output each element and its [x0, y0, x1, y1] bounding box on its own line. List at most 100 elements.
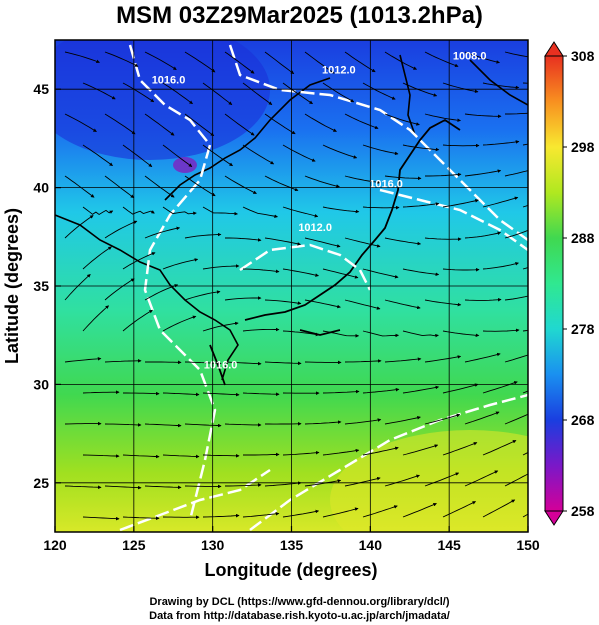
wind-streamline	[264, 361, 302, 366]
wind-streamline	[322, 82, 355, 103]
wind-streamline	[282, 268, 319, 277]
cold-region	[55, 40, 270, 160]
x-tick-label: 135	[280, 537, 304, 553]
wind-streamline	[224, 296, 262, 301]
wind-streamline	[362, 330, 399, 338]
wind-streamline	[384, 474, 420, 487]
wind-streamline	[322, 206, 360, 214]
page-title: MSM 03Z29Mar2025 (1013.2hPa)	[116, 2, 483, 29]
wind-streamline	[202, 82, 233, 105]
wind-streamline	[482, 499, 516, 518]
wind-streamline	[362, 505, 398, 518]
wind-streamline	[362, 144, 399, 156]
coastline-sakhalin	[399, 54, 528, 136]
colorbar-tick-label: 298	[571, 139, 595, 155]
wind-streamline	[104, 485, 142, 490]
wind-streamline	[322, 330, 360, 338]
wind-streamline	[344, 299, 381, 310]
wind-streamline	[482, 82, 520, 90]
colorbar-tick-label: 258	[571, 503, 595, 519]
colorbar-tick-label: 278	[571, 321, 595, 337]
y-tick-label: 35	[33, 278, 49, 294]
wind-streamline	[384, 51, 418, 70]
wind-streamline	[104, 278, 135, 301]
wind-streamline	[184, 423, 222, 428]
wind-streamline	[344, 237, 381, 248]
wind-streamline	[144, 485, 182, 490]
wind-streamline	[104, 113, 136, 135]
wind-streamline	[184, 232, 222, 239]
wind-streamline	[242, 144, 275, 165]
wind-streamline	[104, 423, 142, 427]
wind-streamline	[242, 206, 278, 218]
x-axis-label: Longitude (degrees)	[204, 560, 377, 580]
wind-streamline	[264, 481, 302, 487]
wind-streamline	[264, 175, 299, 192]
wind-streamline	[464, 231, 502, 239]
wind-streamline	[202, 321, 239, 332]
wind-streamline	[402, 385, 440, 394]
wind-streamline	[282, 509, 320, 518]
wind-streamline	[64, 273, 91, 301]
wind-streamline	[144, 51, 177, 71]
wind-streamline	[162, 392, 200, 397]
wind-streamline	[123, 391, 160, 396]
wind-streamline	[424, 113, 461, 123]
wind-streamline	[162, 206, 197, 216]
wind-streamline	[424, 472, 460, 487]
isobar-line	[239, 243, 372, 291]
wind-streamline	[264, 299, 302, 305]
x-tick-label: 150	[516, 537, 540, 553]
wind-streamline	[282, 82, 314, 105]
wind-streamline	[282, 450, 320, 456]
wind-streamline	[425, 172, 462, 177]
wind-streamline	[104, 220, 138, 239]
colorbar-tick-label: 268	[571, 412, 595, 428]
x-tick-label: 130	[201, 537, 225, 553]
y-tick-label: 45	[33, 81, 49, 97]
wind-streamline	[122, 82, 155, 103]
wind-streamline	[464, 169, 502, 177]
wind-streamline	[224, 51, 255, 74]
isobar-label: 1012.0	[322, 64, 356, 76]
wind-streamline	[104, 359, 142, 363]
wind-streamline	[82, 144, 113, 167]
colorbar: 258 268 278 288 298 308	[544, 41, 595, 526]
wind-streamline	[64, 51, 100, 64]
wind-streamline	[402, 144, 440, 152]
isobar-label: 1012.0	[298, 222, 332, 234]
wind-streamline	[504, 170, 528, 177]
wind-streamline	[184, 113, 215, 137]
wind-streamline	[184, 175, 216, 197]
wind-streamline	[482, 381, 518, 394]
x-tick-label: 145	[437, 537, 461, 553]
wind-streamline	[402, 330, 439, 338]
isobar-line	[249, 393, 528, 531]
wind-streamline	[82, 82, 116, 100]
wind-streamline	[322, 268, 359, 279]
wind-streamline	[304, 420, 342, 425]
wind-streamline	[162, 82, 193, 105]
wind-streamline	[344, 418, 382, 425]
wind-streamline	[304, 51, 335, 74]
wind-streamline	[362, 446, 399, 456]
wind-streamline	[184, 51, 216, 73]
footer-credit-data: Data from http://database.rish.kyoto-u.a…	[149, 610, 450, 622]
colorbar-tick-label: 308	[571, 48, 595, 64]
wind-streamline	[384, 113, 420, 126]
y-axis-label: Latitude (degrees)	[2, 208, 22, 364]
wind-streamline	[264, 237, 301, 246]
wind-streamline	[264, 113, 296, 135]
wind-streamline	[162, 258, 199, 270]
wind-streamline	[144, 284, 179, 301]
colorbar-bottom-triangle	[544, 510, 564, 526]
wind-streamline	[82, 454, 120, 458]
wind-streamline	[464, 411, 500, 425]
wind-streamline	[202, 513, 240, 518]
wind-streamline	[122, 516, 160, 521]
wind-streamline	[82, 305, 110, 332]
wind-streamline	[322, 507, 359, 518]
isobar-label: 1008.0	[453, 51, 487, 63]
wind-streamline	[402, 444, 439, 456]
wind-streamline	[504, 229, 528, 239]
